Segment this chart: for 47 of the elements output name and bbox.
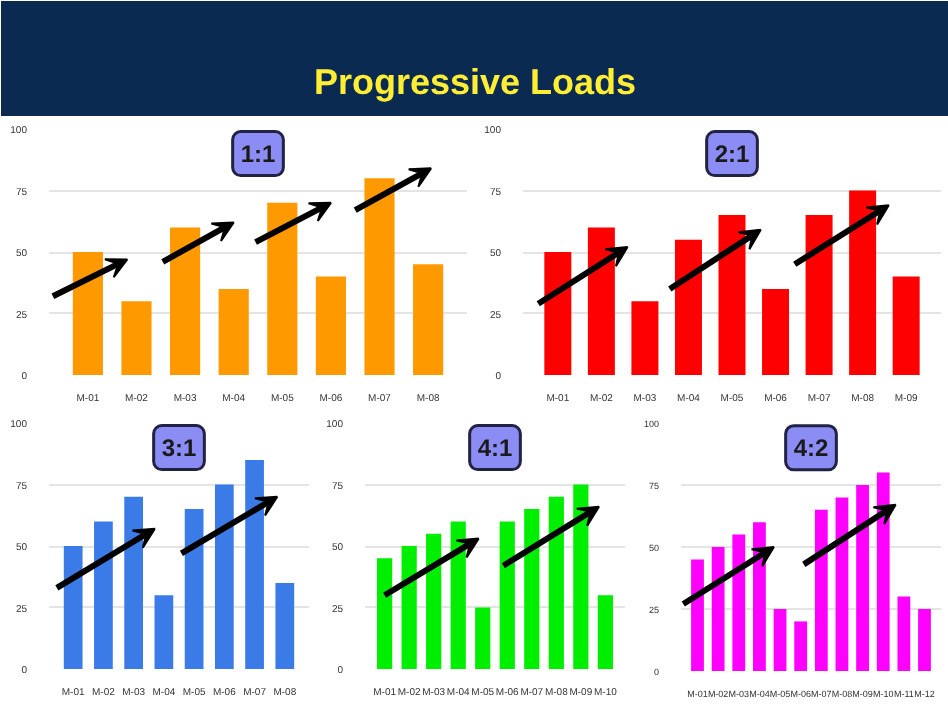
bar xyxy=(544,252,572,375)
chart-title: 1:1 xyxy=(240,139,276,168)
bar xyxy=(401,546,417,669)
chart-title: 4:1 xyxy=(477,433,513,462)
bar xyxy=(413,264,444,375)
bar xyxy=(918,609,931,671)
text: 4:2 xyxy=(793,433,829,462)
bar xyxy=(94,521,113,669)
bar xyxy=(548,496,564,669)
bar xyxy=(426,533,442,669)
bar xyxy=(475,607,491,669)
bar xyxy=(773,609,787,671)
bar xyxy=(856,485,869,671)
bar xyxy=(711,547,725,671)
bar xyxy=(170,227,201,375)
bar xyxy=(718,215,746,375)
bar xyxy=(892,276,920,375)
bar xyxy=(184,509,204,669)
bar xyxy=(524,509,540,669)
bar xyxy=(794,621,808,671)
bar xyxy=(214,484,234,669)
bar xyxy=(315,276,346,375)
bar xyxy=(631,301,659,375)
text: Progressive Loads xyxy=(313,62,637,103)
bar xyxy=(849,190,877,375)
bar xyxy=(835,497,849,671)
bar xyxy=(63,546,83,669)
bar xyxy=(762,288,790,375)
bar xyxy=(805,215,833,375)
bar xyxy=(218,288,249,375)
bar xyxy=(267,202,298,375)
bar xyxy=(897,596,911,671)
bar xyxy=(587,227,615,375)
bar xyxy=(814,509,828,671)
bar xyxy=(499,521,515,669)
bar xyxy=(732,534,746,671)
bar xyxy=(377,558,393,669)
bar xyxy=(674,239,702,375)
chart-title: 3:1 xyxy=(161,433,197,462)
bar xyxy=(597,595,613,669)
bar xyxy=(154,595,174,669)
bar xyxy=(72,252,103,375)
chart-title: 2:1 xyxy=(714,139,750,168)
bar xyxy=(691,559,704,671)
bar xyxy=(121,301,152,375)
bar xyxy=(275,582,295,669)
bar xyxy=(364,178,395,375)
